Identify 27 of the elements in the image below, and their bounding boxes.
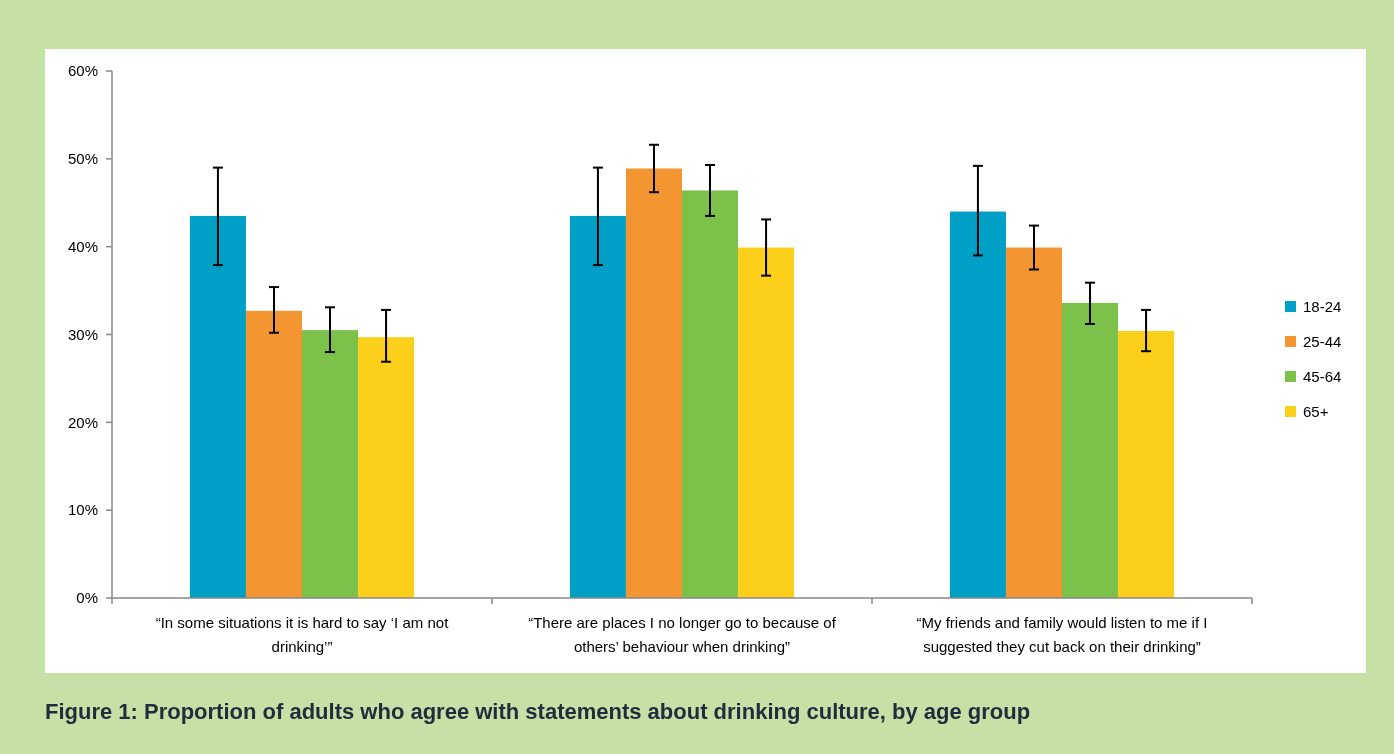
legend-label: 45-64 bbox=[1303, 368, 1342, 386]
bar bbox=[1062, 302, 1119, 598]
legend-label: 25-44 bbox=[1303, 333, 1342, 351]
y-tick-label: 20% bbox=[67, 413, 98, 431]
bar bbox=[302, 330, 359, 598]
bar bbox=[569, 215, 626, 598]
bar bbox=[682, 190, 739, 598]
bar bbox=[245, 310, 302, 598]
bar bbox=[1005, 247, 1062, 598]
bar bbox=[1118, 330, 1175, 598]
y-tick-label: 10% bbox=[67, 501, 98, 519]
y-tick-label: 0% bbox=[76, 589, 98, 607]
legend-label: 65+ bbox=[1303, 403, 1329, 421]
x-tick-label: “There are places I no longer go to because of others’ behaviour when drinking” bbox=[528, 614, 837, 655]
y-tick-label: 30% bbox=[67, 325, 98, 343]
y-tick-label: 50% bbox=[67, 150, 98, 168]
bar bbox=[949, 211, 1006, 598]
text: Figure 1: Proportion of adults who agree with statements about drinking culture, by age group bbox=[45, 699, 1031, 724]
x-tick-label: “In some situations it is hard to say ‘I am not drinking’” bbox=[155, 614, 450, 655]
bar bbox=[358, 337, 415, 598]
bar bbox=[625, 168, 682, 598]
bar bbox=[738, 247, 795, 598]
legend-label: 18-24 bbox=[1303, 298, 1342, 316]
x-tick-label: “My friends and family would listen to me if I suggested they cut back on their drinking” bbox=[916, 614, 1208, 655]
y-tick-label: 40% bbox=[67, 237, 98, 255]
y-tick-label: 60% bbox=[67, 62, 98, 80]
bar bbox=[189, 215, 246, 598]
